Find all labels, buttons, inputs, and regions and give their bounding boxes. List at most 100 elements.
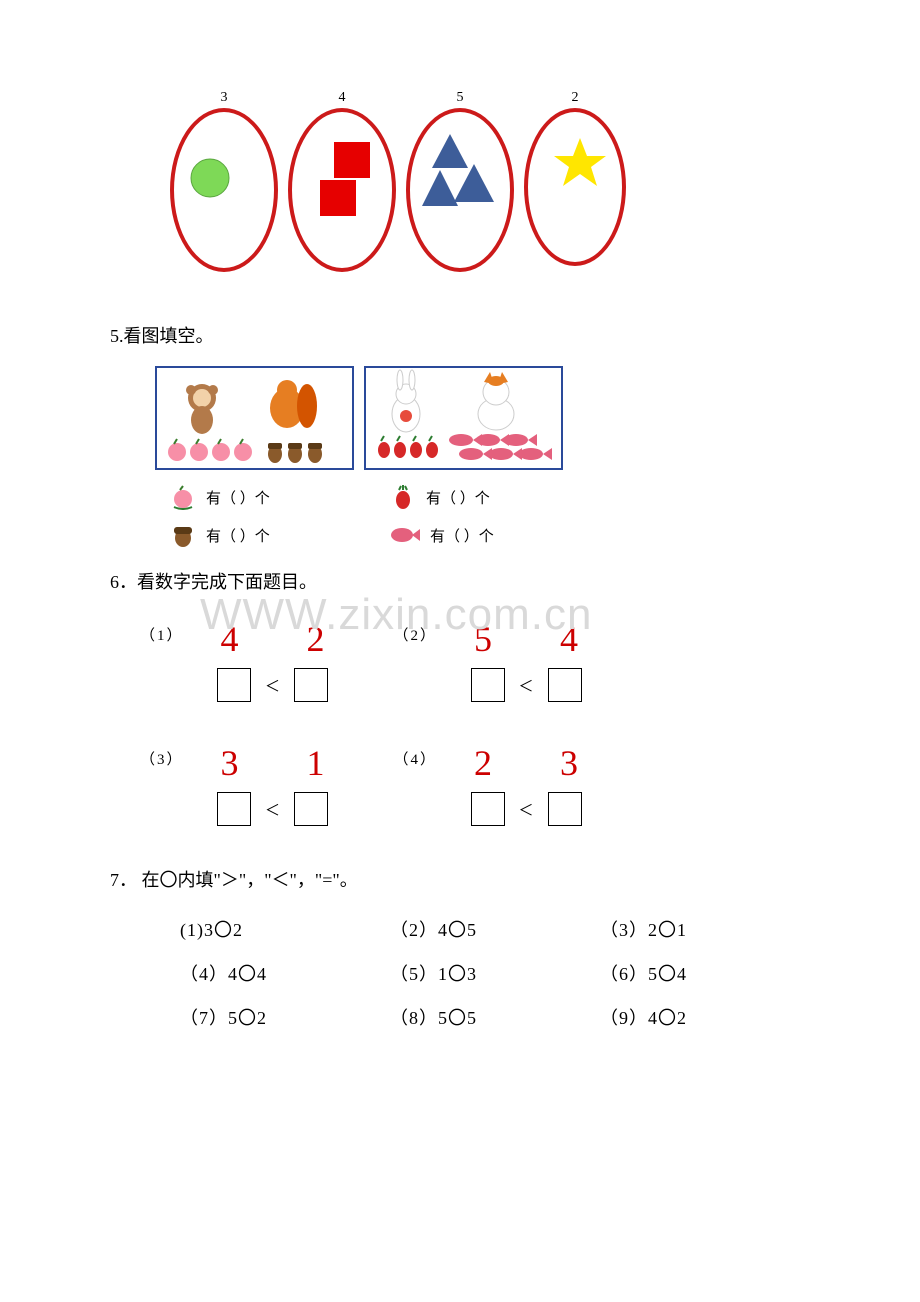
fish-icon	[390, 524, 420, 546]
oval-shape	[406, 108, 514, 272]
compare-circle[interactable]: 〇	[448, 960, 467, 986]
q7-idx: （4）	[180, 964, 228, 984]
q7-a: 5	[438, 1008, 448, 1028]
q7-a: 4	[648, 1008, 658, 1028]
q7-a: 4	[228, 964, 238, 984]
q5-row-1: 有（ ）个 有（ ）个	[170, 484, 810, 510]
q6-num-a: 3	[212, 742, 248, 784]
q7-idx: （6）	[600, 964, 648, 984]
q7-b: 5	[467, 920, 477, 940]
lt-symbol: ＜	[265, 675, 280, 696]
q7-cell: （4）4〇4	[180, 960, 390, 986]
oval-item-4: 2	[524, 90, 626, 272]
monkey-squirrel-scene-icon	[157, 368, 352, 468]
oval-shape	[524, 108, 626, 266]
q6-num-b: 1	[298, 742, 334, 784]
oval-count-label: 4	[288, 90, 396, 106]
oval-item-2: 4	[288, 90, 396, 272]
q7-cell: （5）1〇3	[390, 960, 600, 986]
q6-idx: （1）	[140, 624, 184, 645]
q7-a: 1	[438, 964, 448, 984]
q7-cell: （3）2〇1	[600, 916, 810, 942]
q6-item-1: （1） 4 2 ＜	[140, 618, 334, 702]
answer-box[interactable]	[217, 792, 251, 826]
q7-b: 3	[467, 964, 477, 984]
q7-a: 2	[648, 920, 658, 940]
q7-grid: (1)3〇2 （2）4〇5 （3）2〇1 （4）4〇4 （5）1〇3 （6）5〇…	[180, 916, 810, 1030]
compare-circle[interactable]: 〇	[448, 916, 467, 942]
q7-idx: （7）	[180, 1008, 228, 1028]
lt-symbol: ＜	[519, 675, 534, 696]
q6-row-2: （3） 3 1 ＜ （4） 2	[140, 742, 810, 826]
oval-shape	[170, 108, 278, 272]
count-text: 有（ ）个	[426, 487, 490, 508]
q6-num-b: 4	[551, 618, 587, 660]
green-circle-icon	[174, 112, 274, 268]
q7-a: 5	[228, 1008, 238, 1028]
answer-box[interactable]	[548, 792, 582, 826]
q7-a: 4	[438, 920, 448, 940]
shapes-ovals-row: 3 4 5	[170, 90, 810, 272]
q6-idx: （4）	[394, 748, 438, 769]
lt-symbol: ＜	[265, 799, 280, 820]
q7-idx: （9）	[600, 1008, 648, 1028]
answer-box[interactable]	[294, 792, 328, 826]
q6-item-2: （2） 5 4 ＜	[394, 618, 588, 702]
q7-cell: （6）5〇4	[600, 960, 810, 986]
oval-count-label: 5	[406, 90, 514, 106]
q5-title: 5.看图填空。	[110, 322, 810, 348]
q7-idx: (1)	[180, 920, 204, 940]
peach-icon	[170, 484, 196, 510]
q6-num-b: 3	[551, 742, 587, 784]
count-text: 有（ ）个	[206, 487, 270, 508]
compare-circle[interactable]: 〇	[238, 960, 257, 986]
red-squares-icon	[292, 112, 392, 268]
oval-count-label: 2	[524, 90, 626, 106]
q5-cards	[155, 366, 810, 470]
q7-row: (1)3〇2 （2）4〇5 （3）2〇1	[180, 916, 810, 942]
answer-box[interactable]	[548, 668, 582, 702]
q7-b: 4	[677, 964, 687, 984]
q5-row-2: 有（ ）个 有（ ）个	[170, 522, 810, 548]
q7-b: 2	[257, 1008, 267, 1028]
compare-circle[interactable]: 〇	[658, 916, 677, 942]
q7-cell: （7）5〇2	[180, 1004, 390, 1030]
q7-idx: （3）	[600, 920, 648, 940]
q7-a: 3	[204, 920, 214, 940]
acorn-icon	[170, 522, 196, 548]
q6-item-4: （4） 2 3 ＜	[394, 742, 588, 826]
q5-card-left	[155, 366, 354, 470]
q7-idx: （8）	[390, 1008, 438, 1028]
answer-box[interactable]	[294, 668, 328, 702]
q7-cell: (1)3〇2	[180, 916, 390, 942]
q6-num-a: 4	[212, 618, 248, 660]
count-text: 有（ ）个	[430, 525, 494, 546]
q7-cell: （2）4〇5	[390, 916, 600, 942]
answer-box[interactable]	[471, 792, 505, 826]
q7-b: 1	[677, 920, 687, 940]
compare-circle[interactable]: 〇	[238, 1004, 257, 1030]
q7-row: （7）5〇2 （8）5〇5 （9）4〇2	[180, 1004, 810, 1030]
oval-count-label: 3	[170, 90, 278, 106]
q7-idx: （2）	[390, 920, 438, 940]
q7-a: 5	[648, 964, 658, 984]
answer-box[interactable]	[217, 668, 251, 702]
q7-cell: （9）4〇2	[600, 1004, 810, 1030]
q6-title: 6．看数字完成下面题目。	[110, 568, 810, 594]
compare-circle[interactable]: 〇	[448, 1004, 467, 1030]
q7-row: （4）4〇4 （5）1〇3 （6）5〇4	[180, 960, 810, 986]
q7-b: 2	[677, 1008, 687, 1028]
q7-cell: （8）5〇5	[390, 1004, 600, 1030]
q6-num-a: 5	[465, 618, 501, 660]
q6-item-3: （3） 3 1 ＜	[140, 742, 334, 826]
q6-block: （1） 4 2 ＜ （2） 5	[140, 618, 810, 826]
compare-circle[interactable]: 〇	[658, 960, 677, 986]
compare-circle[interactable]: 〇	[658, 1004, 677, 1030]
q6-num-b: 2	[298, 618, 334, 660]
compare-circle[interactable]: 〇	[214, 916, 233, 942]
rabbit-cat-scene-icon	[366, 368, 561, 468]
q7-b: 5	[467, 1008, 477, 1028]
q7-b: 4	[257, 964, 267, 984]
oval-shape	[288, 108, 396, 272]
answer-box[interactable]	[471, 668, 505, 702]
